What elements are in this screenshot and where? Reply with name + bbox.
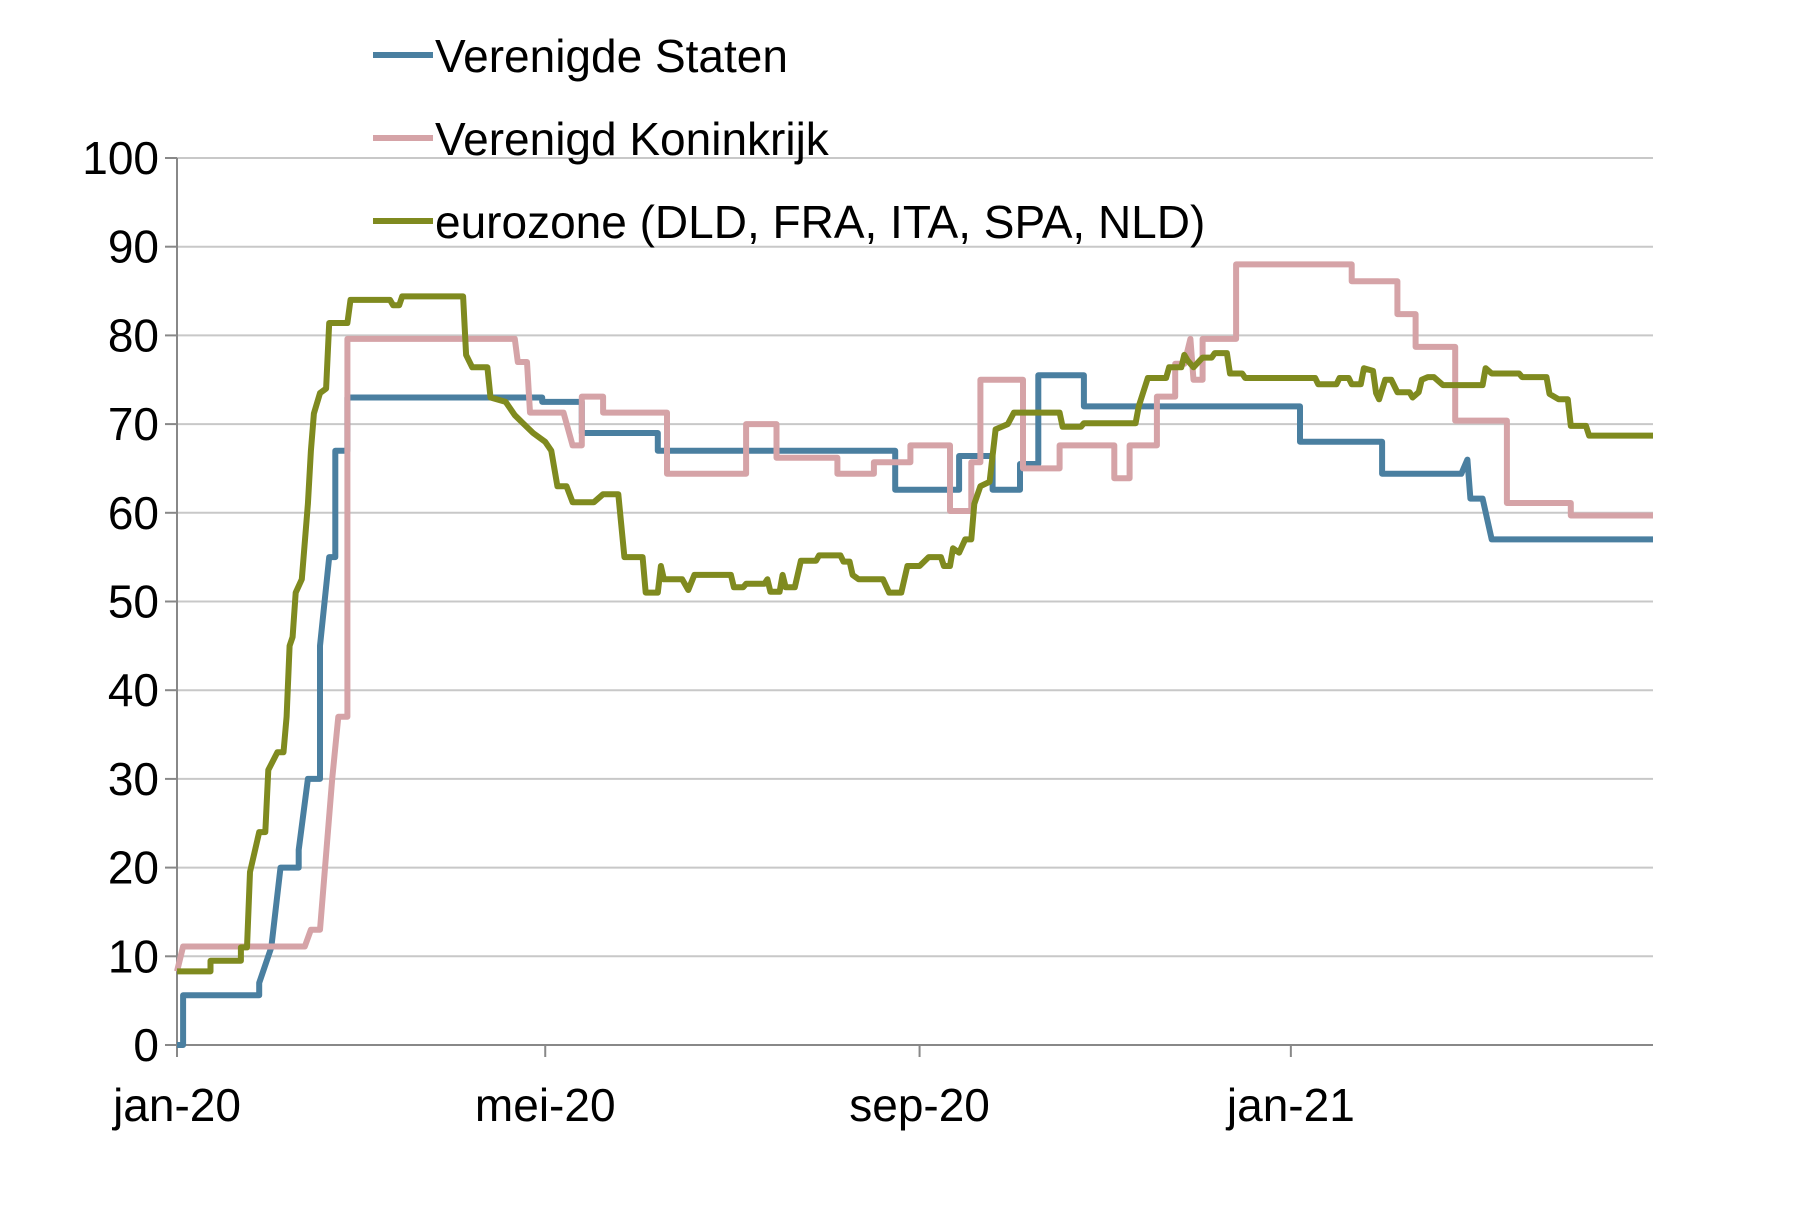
legend-label: Verenigde Staten <box>435 30 788 82</box>
series-line-3 <box>177 293 1653 975</box>
y-tick-label: 10 <box>108 930 159 982</box>
x-tick-label: mei-20 <box>475 1079 616 1131</box>
x-tick-label: sep-20 <box>849 1079 990 1131</box>
x-tick-label: jan-20 <box>111 1079 241 1131</box>
y-tick-label: 20 <box>108 842 159 894</box>
y-tick-label: 60 <box>108 487 159 539</box>
series-line-1 <box>177 372 1653 1048</box>
y-axis-ticks: 0 10 20 30 40 50 60 70 80 90 100 <box>82 132 177 1071</box>
y-tick-label: 90 <box>108 221 159 273</box>
y-tick-label: 50 <box>108 576 159 628</box>
legend: Verenigde Staten Verenigd Koninkrijk euroz… <box>373 30 1205 248</box>
y-tick-label: 0 <box>133 1019 159 1071</box>
y-tick-label: 80 <box>108 309 159 361</box>
y-tick-label: 30 <box>108 753 159 805</box>
legend-label: eurozone (DLD, FRA, ITA, SPA, NLD) <box>435 196 1205 248</box>
y-tick-label: 70 <box>108 398 159 450</box>
series-line-2 <box>174 261 1653 973</box>
y-tick-label: 100 <box>82 132 159 184</box>
y-tick-label: 40 <box>108 664 159 716</box>
legend-label: Verenigd Koninkrijk <box>435 113 830 165</box>
x-axis-ticks: jan-20 mei-20 sep-20 jan-21 <box>111 1045 1355 1131</box>
x-tick-label: jan-21 <box>1225 1079 1355 1131</box>
gridlines <box>177 157 1653 958</box>
series-lines <box>174 261 1653 1048</box>
